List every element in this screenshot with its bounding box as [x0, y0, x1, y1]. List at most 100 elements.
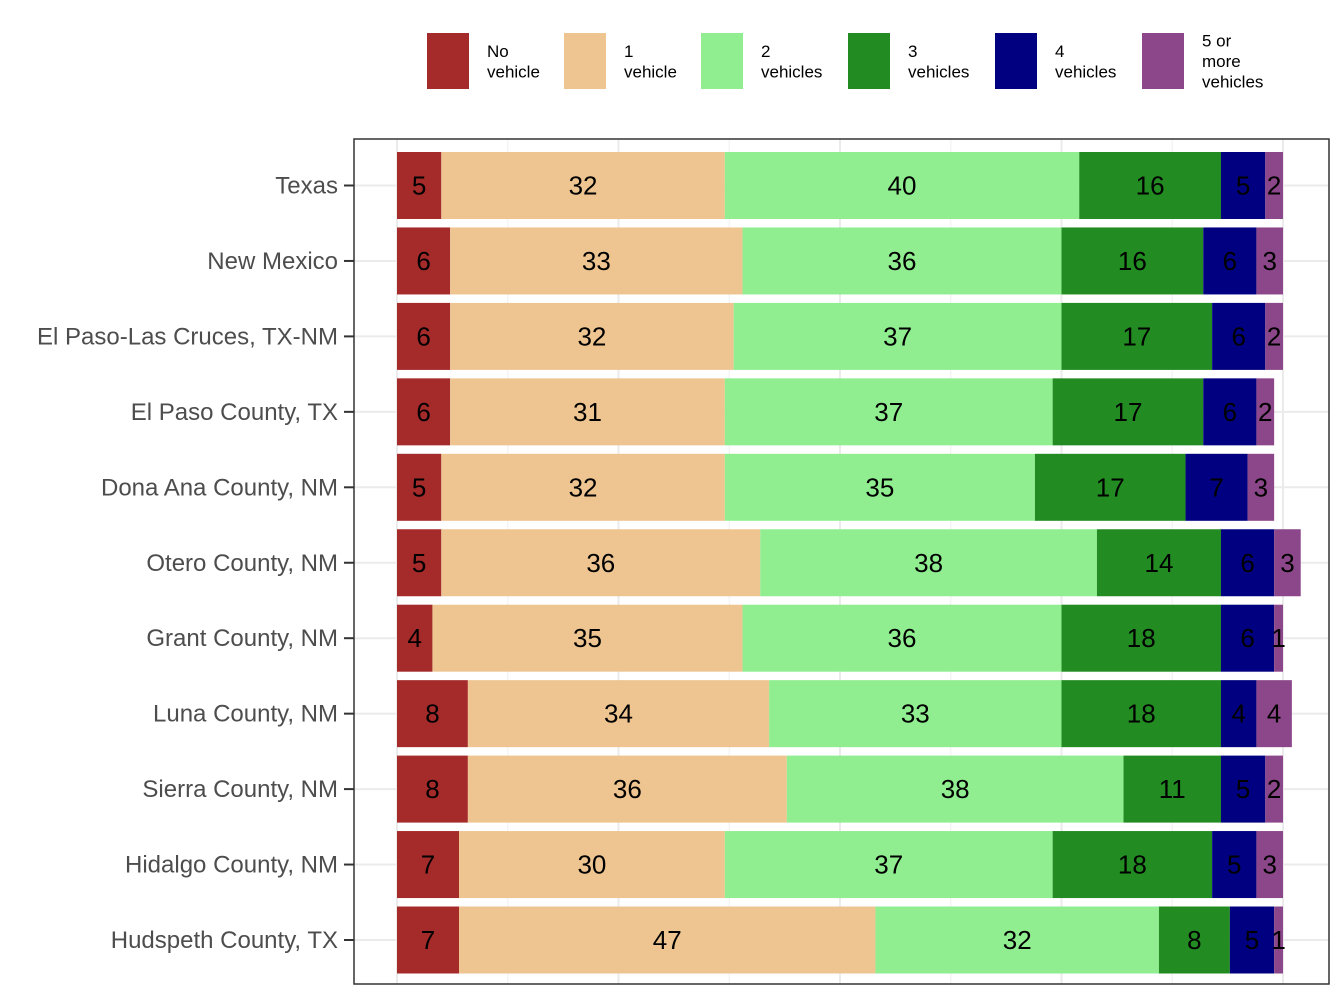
bars: 5 32 40 16 5 26 33 36 16 6 36 32 37 17 6 26 31 37 17 6 25 32 3…: [397, 152, 1301, 974]
bar-segment-no-vehicle: [397, 755, 468, 823]
legend-item-3-vehicles: 3 vehicles: [848, 33, 969, 89]
bar-value-label: 5: [1245, 925, 1259, 955]
bar-value-label: 16: [1136, 171, 1165, 201]
bar-value-label: 17: [1122, 321, 1151, 351]
bar-value-label: 5: [412, 548, 426, 578]
bar-segment-2-vehicles: [742, 227, 1062, 295]
bar-segment-5-or-more-vehicles: [1256, 680, 1292, 748]
bar-value-label: 11: [1159, 774, 1186, 804]
bar-segment-5-or-more-vehicles: [1247, 453, 1275, 521]
legend: No vehicle 1 vehicle 2 vehicles 3 vehicles 4 vehi…: [427, 32, 1263, 92]
bar-segment-1-vehicle: [441, 529, 761, 597]
bar-value-label: 37: [883, 321, 912, 351]
bar-value-label: 7: [421, 850, 435, 880]
bar-segment-4-vehicles: [1185, 453, 1248, 521]
bar-value-label: 6: [416, 246, 430, 276]
bar-segment-5-or-more-vehicles: [1265, 755, 1283, 823]
bar-segment-no-vehicle: [397, 604, 433, 672]
legend-key: [848, 33, 890, 89]
category-label-hidalgo-county-nm: Hidalgo County, NM: [125, 852, 338, 879]
bar-value-label: 16: [1118, 246, 1147, 276]
panel-border: [353, 138, 1330, 985]
bar-value-label: 40: [888, 171, 917, 201]
bar-value-label: 17: [1113, 397, 1142, 427]
bar-value-label: 5: [1236, 774, 1250, 804]
bar-value-label: 32: [569, 472, 598, 502]
bar-value-label: 2: [1267, 171, 1281, 201]
bar-value-label: 8: [425, 699, 439, 729]
bar-segment-no-vehicle: [397, 227, 451, 295]
bar-value-label: 2: [1267, 321, 1281, 351]
bar-segment-3-vehicles: [1052, 378, 1204, 446]
bar-segment-5-or-more-vehicles: [1256, 831, 1283, 899]
legend-item-5-or-more-vehicles: 5 or more vehicles: [1142, 32, 1263, 92]
bar-segment-1-vehicle: [467, 680, 770, 748]
legend-key: [701, 33, 743, 89]
bar-segment-no-vehicle: [397, 302, 451, 370]
bar-value-label: 37: [874, 850, 903, 880]
bar-value-label: 6: [1240, 623, 1254, 653]
legend-key: [995, 33, 1037, 89]
bar-value-label: 7: [1209, 472, 1223, 502]
bar-segment-2-vehicles: [875, 906, 1159, 974]
bar-segment-1-vehicle: [432, 604, 743, 672]
legend-label: 4 vehicles: [1055, 42, 1116, 82]
bar-segment-2-vehicles: [724, 378, 1053, 446]
bar-segment-4-vehicles: [1212, 831, 1257, 899]
bar-value-label: 1: [1271, 925, 1285, 955]
bar-segment-3-vehicles: [1096, 529, 1221, 597]
bar-value-label: 6: [1240, 548, 1254, 578]
bar-value-label: 32: [1003, 925, 1032, 955]
bar-value-label: 36: [586, 548, 615, 578]
legend-item-1-vehicle: 1 vehicle: [564, 33, 677, 89]
category-axis: Texas New Mexico El Paso-Las Cruces, TX-NM…: [37, 173, 354, 954]
bar-segment-3-vehicles: [1123, 755, 1221, 823]
bar-segment-no-vehicle: [397, 529, 442, 597]
legend-label: 3 vehicles: [908, 42, 969, 82]
bar-segment-4-vehicles: [1220, 680, 1257, 748]
bar-value-label: 17: [1096, 472, 1125, 502]
bar-segment-3-vehicles: [1158, 906, 1230, 974]
bar-segment-3-vehicles: [1079, 152, 1221, 219]
bar-value-label: 38: [941, 774, 970, 804]
category-label-hudspeth-county-tx: Hudspeth County, TX: [111, 927, 338, 954]
bar-value-label: 2: [1258, 397, 1272, 427]
bar-value-label: 31: [573, 397, 602, 427]
legend-item-no-vehicle: No vehicle: [427, 33, 540, 89]
legend-key: [1142, 33, 1184, 89]
bar-value-label: 1: [1271, 623, 1285, 653]
bar-segment-3-vehicles: [1061, 227, 1204, 295]
bar-segment-4-vehicles: [1220, 755, 1266, 823]
bar-segment-3-vehicles: [1061, 680, 1221, 748]
category-label-luna-county-nm: Luna County, NM: [153, 701, 338, 728]
bar-segment-1-vehicle: [467, 755, 787, 823]
bar-value-label: 8: [1187, 925, 1201, 955]
bar-value-label: 36: [888, 246, 917, 276]
bar-segment-2-vehicles: [733, 302, 1062, 370]
bar-value-label: 35: [573, 623, 602, 653]
bar-segment-4-vehicles: [1220, 152, 1266, 219]
legend-key: [564, 33, 606, 89]
bar-value-label: 33: [582, 246, 611, 276]
bar-value-label: 18: [1127, 699, 1156, 729]
bar-value-label: 3: [1262, 246, 1276, 276]
bar-segment-4-vehicles: [1229, 906, 1275, 974]
bar-value-label: 2: [1267, 774, 1281, 804]
bar-segment-1-vehicle: [459, 831, 725, 899]
bar-segment-4-vehicles: [1203, 227, 1257, 295]
legend-label: 1 vehicle: [624, 42, 677, 82]
bar-segment-no-vehicle: [397, 453, 442, 521]
bar-value-label: 8: [425, 774, 439, 804]
bar-value-label: 18: [1127, 623, 1156, 653]
category-label-el-paso-las-cruces-tx-nm: El Paso-Las Cruces, TX-NM: [37, 323, 338, 350]
bar-value-label: 34: [604, 699, 633, 729]
bar-value-label: 4: [1231, 699, 1245, 729]
bar-segment-no-vehicle: [397, 680, 468, 748]
bar-value-label: 35: [865, 472, 894, 502]
bar-segment-5-or-more-vehicles: [1256, 227, 1283, 295]
bar-value-label: 32: [577, 321, 606, 351]
legend-label: 2 vehicles: [761, 42, 822, 82]
bar-segment-no-vehicle: [397, 152, 442, 219]
bar-segment-2-vehicles: [724, 152, 1080, 219]
